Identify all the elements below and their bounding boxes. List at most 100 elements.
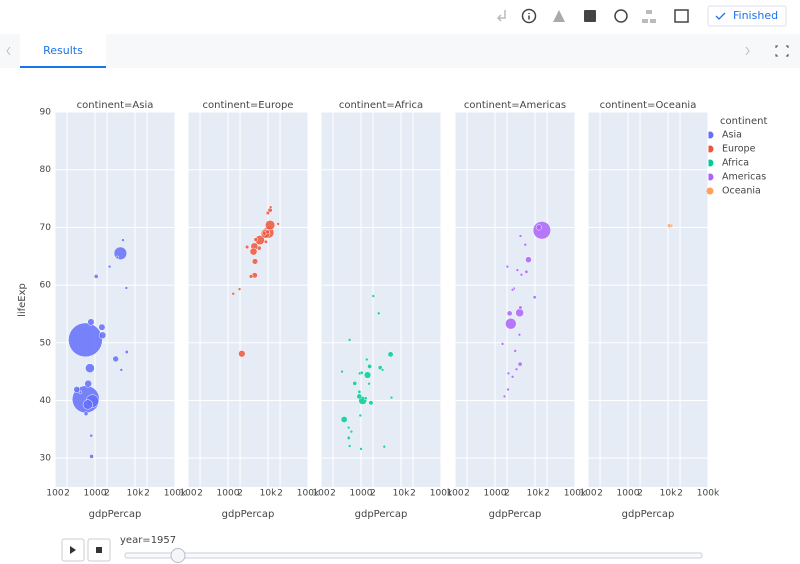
bubble	[359, 447, 363, 451]
y-tick-label: 50	[40, 338, 52, 348]
icon-tree[interactable]	[642, 10, 656, 23]
bubble	[524, 269, 529, 274]
bubble	[535, 224, 542, 231]
bubble	[523, 242, 528, 247]
bubble	[265, 229, 270, 235]
bubble	[519, 272, 524, 277]
bubble	[78, 390, 83, 395]
x-tick-label: 100	[179, 489, 196, 499]
bubble	[517, 332, 522, 337]
y-tick-label: 90	[40, 108, 52, 118]
bubble	[376, 311, 381, 316]
play-icon	[70, 546, 76, 554]
bubble	[387, 351, 394, 358]
bubble	[515, 268, 520, 272]
bubble	[265, 210, 270, 216]
facet-bg	[188, 112, 308, 487]
icon-fullscreen[interactable]	[775, 45, 789, 57]
y-tick-label: 40	[40, 396, 52, 406]
bubble	[669, 223, 674, 228]
x-tick-label: 100	[312, 489, 329, 499]
bubble	[506, 371, 511, 376]
bubble	[514, 367, 519, 372]
stop-icon	[96, 547, 102, 553]
y-axis-label: lifeExp	[17, 283, 28, 317]
bubble	[83, 411, 89, 417]
icon-history[interactable]	[614, 9, 628, 23]
legend-label: Asia	[722, 130, 742, 141]
bubble	[532, 295, 537, 300]
bubble	[346, 425, 351, 430]
x-tick-label: 2	[370, 489, 376, 499]
facet-title: continent=Africa	[339, 100, 423, 111]
bubble	[68, 322, 103, 358]
legend-label: Europe	[722, 144, 756, 155]
x-tick-label: 10k	[527, 489, 544, 499]
tab-label: Results	[43, 44, 83, 57]
bubble	[513, 349, 517, 353]
status-label: Finished	[733, 9, 778, 22]
bubble	[518, 305, 523, 310]
bubble	[532, 221, 551, 240]
facet-title: continent=Americas	[464, 100, 566, 111]
x-tick-label: 2	[64, 489, 70, 499]
x-tick-label: 100	[46, 489, 63, 499]
bubble	[238, 350, 246, 358]
x-tick-label: 2	[504, 489, 510, 499]
x-tick-label: 1000	[84, 489, 107, 499]
bubble	[107, 264, 112, 269]
bubble	[518, 234, 523, 238]
bubble	[73, 386, 81, 393]
bubble	[98, 323, 106, 331]
icon-warning[interactable]	[553, 10, 565, 22]
bubble	[506, 310, 513, 317]
bubble	[380, 368, 385, 372]
y-tick-label: 80	[40, 165, 52, 175]
bubble	[525, 256, 532, 263]
x-tick-label: 2	[104, 489, 110, 499]
x-axis-label: gdpPercap	[622, 509, 675, 520]
tab-arrows[interactable]	[6, 46, 750, 56]
x-axis-label: gdpPercap	[355, 509, 408, 520]
icon-info[interactable]	[521, 8, 537, 24]
bubble	[347, 338, 352, 342]
x-tick-label: 100k	[164, 489, 187, 499]
bubble	[256, 245, 262, 251]
y-tick-label: 70	[40, 223, 52, 233]
icon-panel[interactable]	[674, 9, 689, 23]
tab-bar-bg	[0, 34, 800, 68]
facet-title: continent=Asia	[77, 100, 154, 111]
bubble	[231, 291, 236, 296]
facet-bg	[588, 112, 708, 487]
x-tick-label: 10k	[127, 489, 144, 499]
x-tick-label: 10k	[260, 489, 277, 499]
status-button[interactable]	[707, 5, 787, 27]
x-tick-label: 2	[330, 489, 336, 499]
chart: lifeExp continent continent=Asia 30 40 50 60…	[17, 100, 767, 520]
bubble	[505, 318, 517, 330]
bubble	[505, 264, 510, 269]
tab[interactable]	[20, 34, 106, 68]
icon-check	[715, 12, 726, 20]
bubble	[87, 318, 95, 326]
icon-return[interactable]	[496, 10, 506, 22]
x-tick-label: 2	[237, 489, 243, 499]
x-tick-label: 100	[446, 489, 463, 499]
x-tick-label: 1000	[217, 489, 240, 499]
icon-save[interactable]	[584, 10, 596, 22]
x-tick-label: 2	[677, 489, 683, 499]
x-tick-label: 2	[464, 489, 470, 499]
bubble	[115, 255, 120, 260]
bubble	[124, 350, 129, 354]
slider-track	[124, 552, 703, 559]
x-tick-label: 1000	[617, 489, 640, 499]
x-tick-label: 1000	[350, 489, 373, 499]
bubble	[253, 237, 258, 242]
x-tick-label: 100k	[430, 489, 453, 499]
bubble	[249, 247, 258, 256]
bubble	[98, 331, 107, 339]
slider-handle[interactable]	[170, 548, 186, 563]
facet-title: continent=Europe	[203, 100, 294, 111]
bubble	[245, 244, 250, 250]
x-tick-label: 2	[277, 489, 283, 499]
